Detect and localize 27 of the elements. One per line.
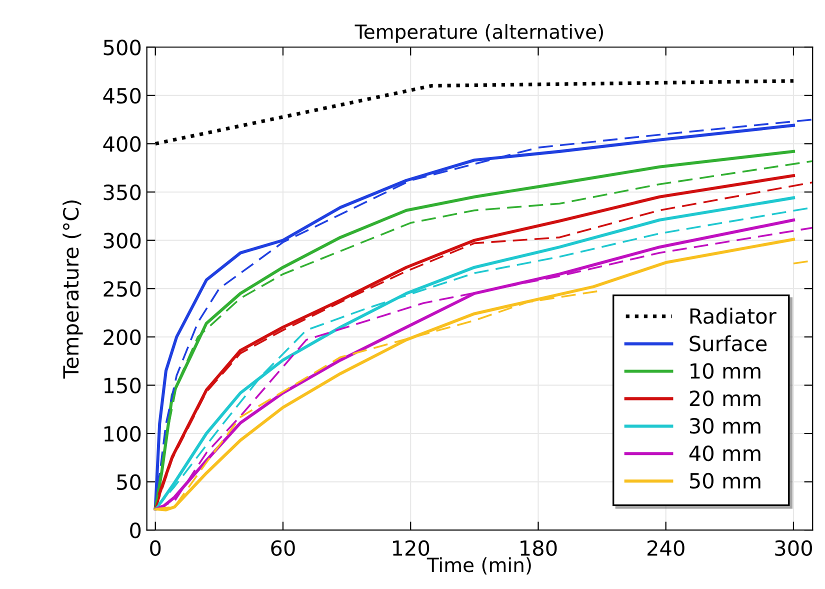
legend-label: 40 mm xyxy=(689,445,760,462)
y-tick-label: 400 xyxy=(103,136,141,152)
x-tick-label: 300 xyxy=(775,540,812,556)
x-axis-title: Time (min) xyxy=(426,557,531,575)
y-tick-label: 500 xyxy=(104,40,141,56)
y-tick-label: 0 xyxy=(130,522,141,538)
y-tick-label: 50 xyxy=(117,474,141,490)
legend-label: 10 mm xyxy=(690,363,760,379)
x-tick-label: 120 xyxy=(393,540,430,556)
x-tick-label: 0 xyxy=(150,540,161,556)
y-tick-label: 300 xyxy=(104,232,141,249)
x-tick-label: 60 xyxy=(271,540,295,556)
legend-label: Surface xyxy=(690,335,767,352)
legend-label: 50 mm xyxy=(690,472,760,489)
x-tick-label: 180 xyxy=(520,540,557,556)
x-tick-label: 240 xyxy=(648,540,684,556)
y-axis-title: Temperature (°C) xyxy=(62,200,83,379)
legend-label: 20 mm xyxy=(690,390,760,406)
legend-label: Radiator xyxy=(690,308,776,324)
y-tick-label: 250 xyxy=(104,281,141,297)
chart-title: Temperature (alternative) xyxy=(354,24,603,43)
y-tick-label: 450 xyxy=(103,88,141,104)
y-tick-label: 150 xyxy=(104,378,141,394)
y-tick-label: 100 xyxy=(104,426,141,442)
y-tick-label: 200 xyxy=(104,329,141,346)
y-tick-label: 350 xyxy=(104,184,141,200)
legend-label: 30 mm xyxy=(690,418,760,434)
